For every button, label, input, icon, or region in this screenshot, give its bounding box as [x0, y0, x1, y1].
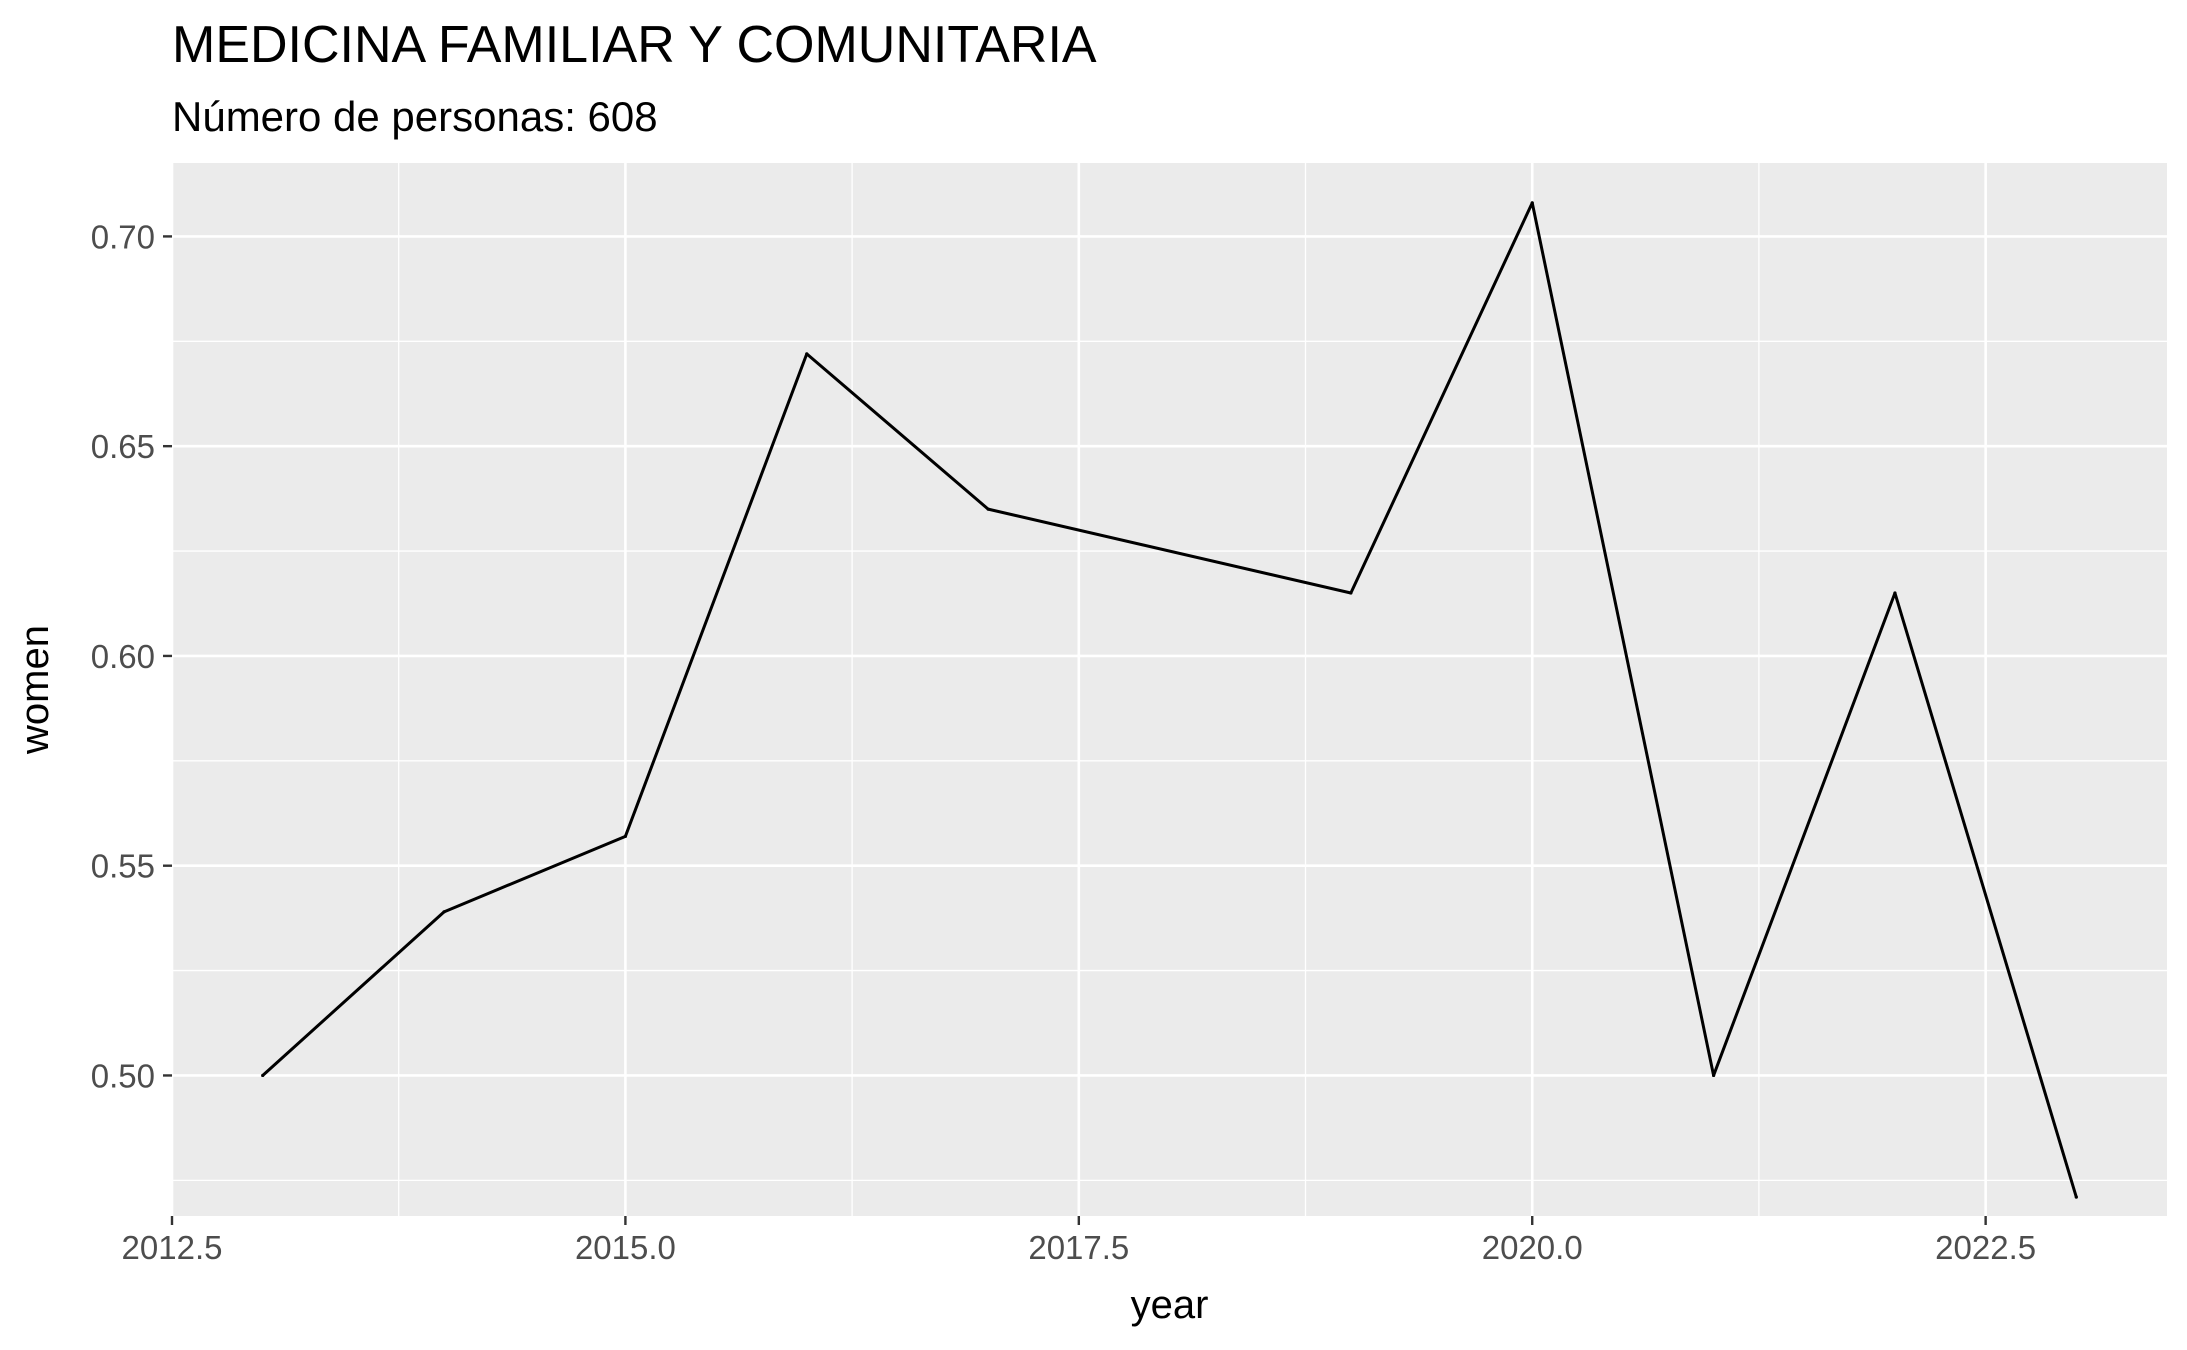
x-tick-label: 2022.5 — [1935, 1229, 2036, 1266]
chart-subtitle: Número de personas: 608 — [172, 93, 658, 140]
y-axis: 0.50 0.55 0.60 0.65 0.70 — [91, 218, 172, 1094]
x-axis-title: year — [1131, 1283, 1209, 1327]
data-point — [986, 507, 990, 511]
x-tick-label: 2015.0 — [575, 1229, 676, 1266]
x-tick-label: 2017.5 — [1028, 1229, 1129, 1266]
data-point — [442, 910, 446, 914]
x-axis: 2012.5 2015.0 2017.5 2020.0 2022.5 — [122, 1216, 2036, 1266]
series-layer — [261, 201, 2078, 1199]
minor-gridlines — [172, 163, 2167, 1216]
data-point — [2074, 1195, 2078, 1199]
data-point — [623, 834, 628, 838]
y-tick-label: 0.70 — [91, 218, 155, 255]
y-axis-title: women — [13, 625, 57, 755]
data-point — [805, 352, 809, 356]
y-tick-label: 0.50 — [91, 1057, 155, 1094]
data-point — [1349, 591, 1353, 595]
x-tick-label: 2012.5 — [122, 1229, 223, 1266]
y-tick-label: 0.60 — [91, 638, 155, 675]
x-tick-label: 2020.0 — [1482, 1229, 1583, 1266]
series-line — [261, 201, 2078, 1198]
data-point — [261, 1073, 265, 1078]
major-gridlines — [170, 163, 2167, 1216]
y-tick-label: 0.65 — [91, 428, 155, 465]
data-point — [1711, 1073, 1716, 1078]
data-point — [1530, 201, 1534, 205]
y-tick-label: 0.55 — [91, 848, 155, 885]
data-point — [1893, 591, 1897, 595]
plot-panel — [172, 163, 2167, 1216]
chart-title: MEDICINA FAMILIAR Y COMUNITARIA — [172, 16, 1097, 74]
